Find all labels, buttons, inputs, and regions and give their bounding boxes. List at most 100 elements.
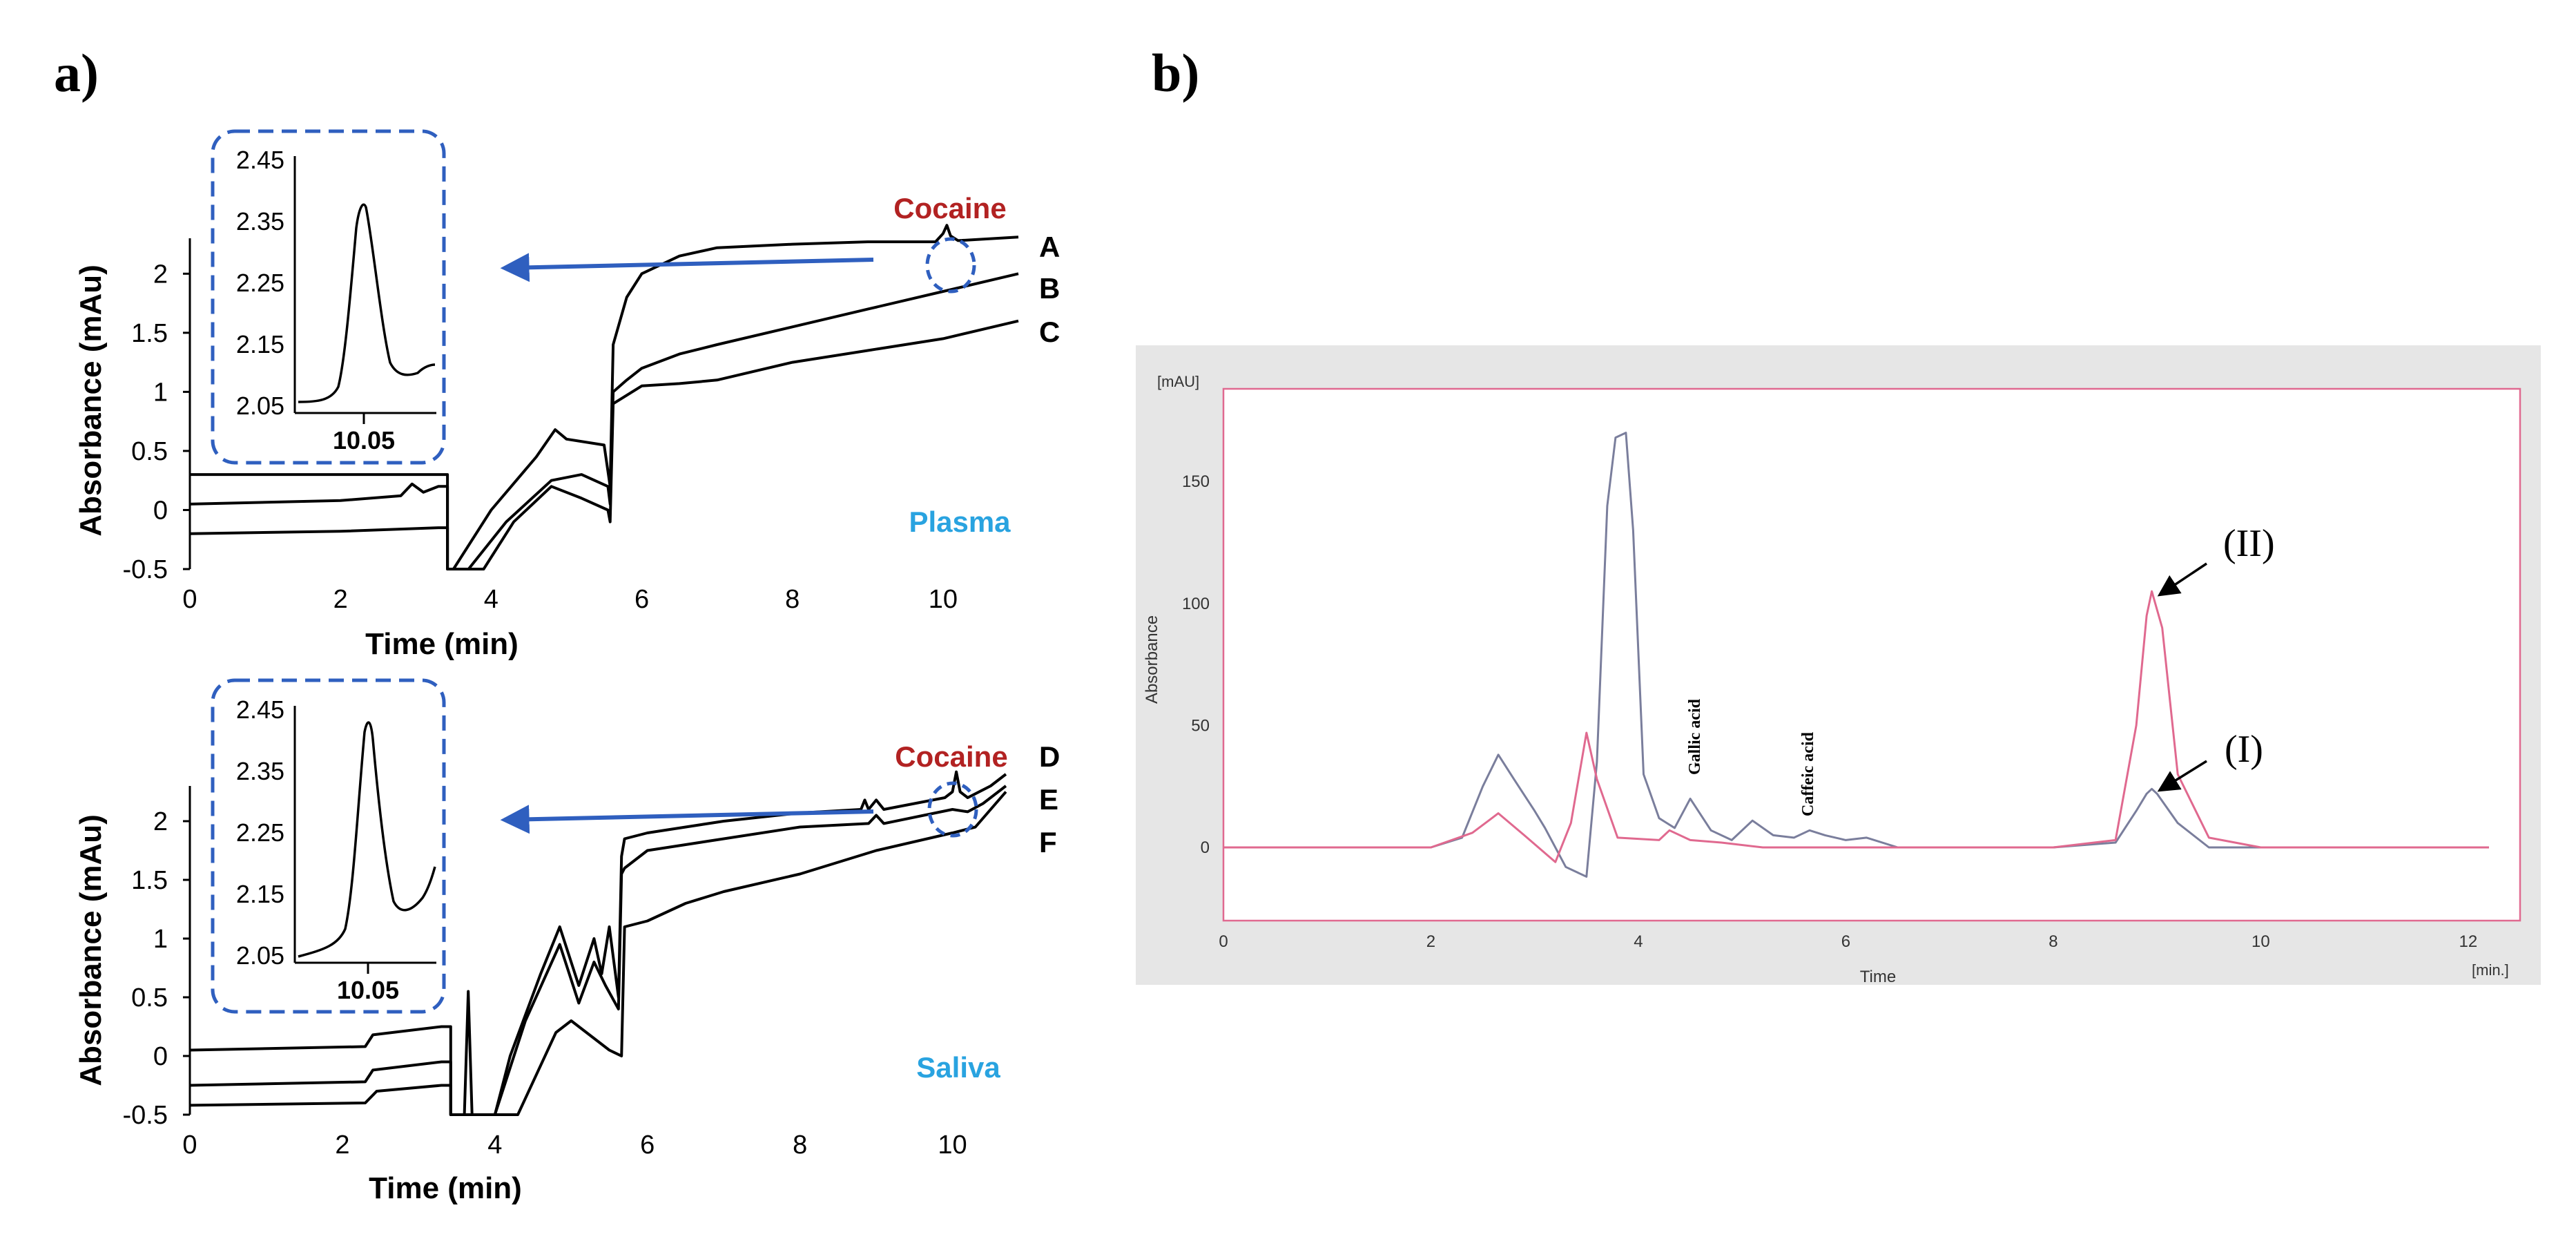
saliva-inset-ytick: 2.45: [236, 695, 284, 724]
saliva-y-ticks: -0.5 0 0.5 1 1.5 2: [123, 807, 190, 1130]
y-tick-label: -0.5: [123, 1101, 168, 1130]
x-tick-label: 6: [635, 585, 649, 614]
b-plot-frame: [1222, 387, 2521, 922]
saliva-series-labels: DEF: [1039, 740, 1060, 858]
saliva-y-axis-title: Absorbance (mAu): [74, 814, 108, 1086]
saliva-cocaine-circle: [927, 781, 978, 838]
b-x-unit: [min.]: [2472, 961, 2509, 979]
x-tick-label: 2: [333, 585, 348, 614]
plasma-y-ticks: -0.5 0 0.5 1 1.5 2: [123, 260, 190, 584]
plasma-cocaine-label: Cocaine: [893, 192, 1006, 224]
b-x-tick-label: 12: [2459, 932, 2478, 951]
b-annotation-gallic-acid: Gallic acid: [1686, 698, 1704, 775]
plasma-matrix-label: Plasma: [909, 506, 1011, 538]
y-tick-label: 0: [153, 496, 168, 525]
b-annotation-I: (I): [2225, 728, 2263, 771]
b-y-tick-label: 150: [1182, 472, 1210, 491]
saliva-inset: 2.45 2.35 2.25 2.15 2.05 10.05: [236, 695, 436, 1004]
saliva-inset-ytick: 2.35: [236, 757, 284, 785]
saliva-inset-xtick: 10.05: [337, 976, 399, 1004]
plasma-inset-ytick: 2.45: [236, 146, 284, 174]
plasma-cocaine-circle: [925, 237, 976, 294]
b-x-tick-label: 10: [2251, 932, 2270, 951]
b-y-tick-label: 50: [1191, 716, 1210, 735]
panel-b-label: b): [1152, 43, 1199, 103]
plasma-inset-ytick: 2.05: [236, 392, 284, 420]
y-tick-label: 2: [153, 807, 168, 836]
x-tick-label: 4: [484, 585, 498, 614]
plasma-inset: 2.45 2.35 2.25 2.15 2.05 10.05: [236, 146, 436, 454]
b-arrow-II: [2157, 562, 2207, 597]
b-annotation-II: (II): [2223, 522, 2275, 565]
y-tick-label: 1: [153, 925, 168, 954]
x-tick-label: 0: [182, 585, 197, 614]
y-tick-label: 1: [153, 378, 168, 407]
saliva-matrix-label: Saliva: [916, 1051, 1000, 1084]
plasma-inset-ytick: 2.25: [236, 269, 284, 297]
series-label-B: B: [1039, 272, 1060, 305]
b-x-ticks: 0 2 4 6 8 10 12: [1219, 932, 2477, 951]
b-y-tick-label: 100: [1182, 595, 1210, 613]
saliva-inset-peak: [298, 721, 436, 958]
saliva-cocaine-label: Cocaine: [895, 740, 1007, 773]
plasma-y-axis-title: Absorbance (mAu): [74, 265, 108, 537]
x-tick-label: 2: [335, 1131, 349, 1160]
series-line-C: [189, 319, 1019, 570]
y-tick-label: 2: [153, 260, 168, 289]
b-y-tick-label: 0: [1201, 838, 1210, 857]
series-label-A: A: [1039, 231, 1060, 263]
saliva-series: [189, 770, 1007, 1116]
plasma-inset-ytick: 2.15: [236, 330, 284, 358]
b-series: [1223, 432, 2489, 878]
series-line-A: [190, 224, 1019, 570]
y-tick-label: 0.5: [131, 983, 168, 1012]
saliva-x-axis-title: Time (min): [369, 1171, 522, 1205]
b-series-line-pink: [1223, 590, 2489, 863]
x-tick-label: 10: [938, 1131, 967, 1160]
saliva-inset-box: [211, 678, 446, 1014]
x-tick-label: 10: [929, 585, 958, 614]
plasma-inset-box: [211, 129, 446, 465]
saliva-chart: -0.5 0 0.5 1 1.5 2 0 2 4 6 8 10 DEF Time (min) Abs…: [74, 678, 1060, 1205]
b-x-tick-label: 0: [1219, 932, 1228, 951]
x-tick-label: 8: [793, 1131, 807, 1160]
b-x-axis-title: Time: [1860, 968, 1896, 986]
b-arrow-I: [2157, 760, 2207, 792]
plasma-inset-peak: [298, 203, 436, 403]
series-line-F: [189, 791, 1007, 1116]
x-tick-label: 4: [487, 1131, 502, 1160]
plasma-series-labels: ABC: [1039, 231, 1060, 348]
series-label-E: E: [1039, 783, 1058, 816]
x-tick-label: 6: [640, 1131, 655, 1160]
plasma-chart: -0.5 0 0.5 1 1.5 2 0 2 4 6 8 10 ABC Time (min) Abs…: [74, 129, 1060, 661]
series-line-B: [189, 272, 1019, 570]
plasma-x-ticks: 0 2 4 6 8 10: [182, 585, 958, 614]
plasma-series: [189, 224, 1019, 570]
b-annotation-caffeic-acid: Caffeic acid: [1799, 731, 1817, 816]
y-tick-label: 0: [153, 1042, 168, 1071]
b-x-tick-label: 4: [1634, 932, 1643, 951]
saliva-inset-ytick: 2.15: [236, 880, 284, 908]
y-tick-label: 1.5: [131, 319, 168, 348]
x-tick-label: 8: [785, 585, 800, 614]
b-x-tick-label: 8: [2049, 932, 2057, 951]
saliva-zoom-arrow: [500, 805, 874, 834]
series-label-D: D: [1039, 740, 1060, 773]
series-line-E: [189, 785, 1007, 1116]
series-label-C: C: [1039, 316, 1060, 348]
saliva-inset-ytick: 2.05: [236, 941, 284, 970]
y-tick-label: 1.5: [131, 866, 168, 895]
saliva-inset-ytick: 2.25: [236, 818, 284, 847]
x-tick-label: 0: [182, 1131, 197, 1160]
b-y-axis-title: Absorbance: [1143, 615, 1161, 704]
b-x-tick-label: 6: [1841, 932, 1850, 951]
b-series-line-blue: [1223, 432, 2489, 878]
b-x-tick-label: 2: [1426, 932, 1435, 951]
plasma-zoom-arrow: [500, 253, 874, 282]
series-label-F: F: [1039, 826, 1057, 858]
b-y-ticks: 0 50 100 150: [1182, 472, 1210, 857]
b-y-unit: [mAU]: [1157, 373, 1199, 390]
y-tick-label: 0.5: [131, 437, 168, 466]
